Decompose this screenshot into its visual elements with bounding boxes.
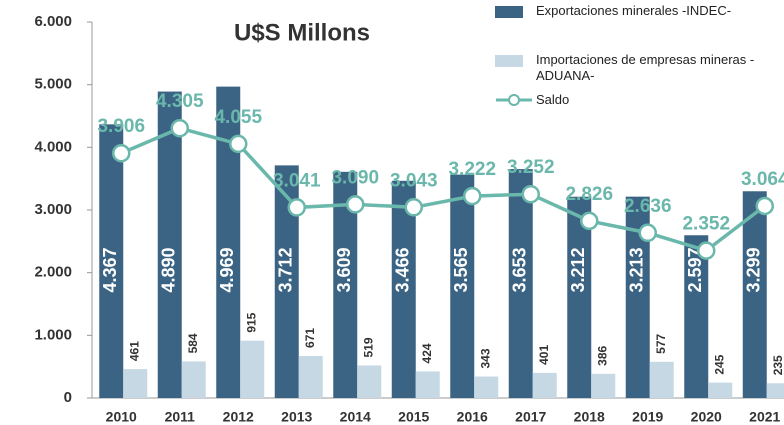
bar-value-label: 401	[537, 345, 551, 365]
line-value-label: 4.055	[214, 107, 262, 128]
bar-value-label: 235	[771, 355, 784, 375]
bar	[123, 369, 148, 398]
bar-value-label: 461	[127, 341, 141, 361]
bar-value-label: 343	[478, 348, 492, 368]
line-marker	[638, 223, 657, 243]
line-marker	[755, 196, 774, 216]
x-tick-label: 2015	[398, 409, 429, 425]
bar	[181, 361, 206, 398]
bar-value-label: 4.367	[100, 247, 120, 292]
line-value-label: 3.064	[741, 169, 784, 190]
bar-value-label: 424	[420, 343, 434, 363]
bar-value-label: 577	[654, 334, 668, 354]
bar-value-label: 3.212	[568, 247, 588, 292]
x-tick-label: 2017	[515, 409, 546, 425]
bar	[99, 124, 124, 399]
legend-line	[496, 94, 532, 106]
bar	[391, 180, 416, 398]
line-marker	[521, 184, 540, 204]
bar	[298, 355, 323, 398]
bar	[415, 371, 440, 398]
bar	[450, 174, 475, 398]
bar-value-label: 4.969	[217, 247, 237, 292]
y-tick-label: 3.000	[34, 201, 72, 218]
line-marker	[404, 198, 423, 217]
bar-value-label: 245	[712, 354, 726, 374]
line-marker	[463, 186, 482, 206]
bar	[742, 191, 767, 398]
line-value-label: 3.041	[273, 170, 321, 191]
bar-value-label: 3.466	[393, 247, 413, 292]
bar	[508, 169, 533, 398]
bar	[766, 383, 784, 398]
line-value-label: 2.636	[624, 196, 672, 217]
line-marker	[287, 198, 306, 217]
line-marker	[580, 211, 599, 231]
line	[120, 126, 766, 253]
bar	[708, 382, 733, 398]
bar-value-label: 519	[361, 337, 375, 357]
bar	[157, 91, 182, 398]
x-tick-label: 2020	[691, 409, 722, 425]
x-tick-label: 2018	[574, 409, 605, 425]
bar-value-label: 3.565	[451, 247, 471, 292]
x-tick-label: 2016	[457, 409, 488, 425]
bar	[357, 365, 382, 398]
y-tick-label: 5.000	[34, 76, 72, 93]
bar-value-label: 3.609	[334, 247, 354, 292]
y-tick-label: 4.000	[34, 138, 72, 155]
bar	[649, 361, 674, 398]
legend-label: Importaciones de empresas mineras -ADUAN…	[536, 52, 755, 83]
x-tick-label: 2012	[223, 409, 254, 425]
x-tick-label: 2013	[281, 409, 312, 425]
y-tick-label: 6.000	[34, 13, 72, 30]
x-tick-label: 2011	[165, 409, 196, 425]
legend-swatch	[495, 55, 523, 67]
line-value-label: 3.252	[507, 157, 555, 178]
legend-label: Saldo	[536, 92, 570, 107]
x-tick-label: 2021	[749, 409, 780, 425]
y-tick-label: 2.000	[34, 264, 72, 281]
legend-label: Exportaciones minerales -INDEC-	[536, 3, 732, 18]
line-marker	[170, 118, 189, 138]
y-tick-label: 0	[64, 389, 72, 406]
x-tick-label: 2014	[340, 409, 371, 425]
bar-value-label: 4.890	[159, 247, 179, 292]
y-tick-label: 1.000	[34, 326, 72, 343]
bar-value-label: 3.653	[510, 247, 530, 292]
x-tick-label: 2010	[106, 409, 137, 425]
bar-value-label: 2.597	[685, 247, 705, 292]
line-value-label: 3.043	[390, 170, 438, 191]
bar-value-label: 386	[595, 345, 609, 365]
x-tick-label: 2019	[632, 409, 663, 425]
chart-title: U$S Millons	[234, 19, 370, 46]
bar	[532, 372, 557, 398]
line-value-label: 3.090	[331, 167, 379, 188]
bar-value-label: 671	[303, 328, 317, 348]
bar-value-label: 584	[186, 333, 200, 353]
line-value-label: 2.352	[682, 214, 730, 235]
line-value-label: 3.906	[97, 116, 145, 137]
line-marker	[697, 241, 716, 260]
legend-swatch	[495, 6, 523, 18]
bar	[684, 235, 709, 398]
bar-value-label: 915	[244, 312, 258, 332]
bar	[216, 86, 241, 398]
line-marker	[229, 134, 248, 154]
bar	[240, 340, 265, 398]
bar	[591, 373, 616, 398]
bar	[567, 196, 592, 398]
bar-value-label: 3.299	[744, 247, 764, 292]
bar-value-label: 3.213	[627, 247, 647, 292]
bar	[474, 376, 499, 398]
bar-value-label: 3.712	[276, 247, 296, 292]
line-value-label: 4.305	[156, 91, 204, 112]
line-marker	[346, 195, 365, 214]
line-value-label: 3.222	[448, 159, 496, 180]
line-marker	[112, 143, 131, 163]
line-value-label: 2.826	[565, 184, 613, 205]
